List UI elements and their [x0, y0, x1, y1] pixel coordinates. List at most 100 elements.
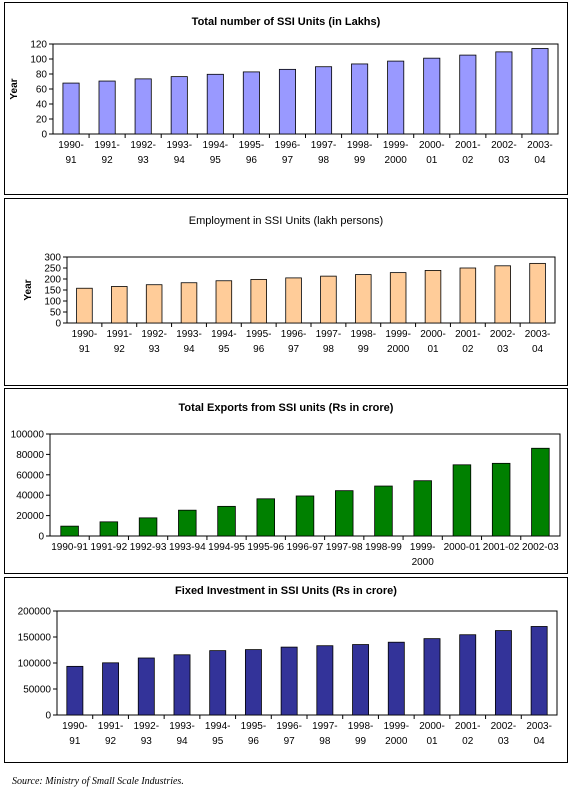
x-tick-label: 96 [248, 736, 260, 747]
x-tick-label: 1999- [383, 721, 409, 732]
x-tick-label: 2002-03 [522, 542, 559, 553]
bar [145, 284, 163, 324]
chart-title: Employment in SSI Units (lakh persons) [189, 215, 383, 227]
bar [355, 274, 372, 324]
x-tick-label: 94 [174, 155, 186, 166]
bar [424, 270, 442, 324]
x-tick-label: 1998- [347, 140, 373, 151]
bar [316, 645, 334, 716]
bar [111, 286, 128, 324]
y-tick-label: 100 [30, 55, 47, 66]
x-tick-label: 92 [102, 155, 114, 166]
y-tick-label: 150000 [18, 633, 52, 644]
x-tick-label: 02 [462, 736, 474, 747]
bar [285, 277, 302, 324]
x-tick-label: 1994-95 [208, 542, 245, 553]
bar [60, 525, 79, 537]
x-tick-label: 02 [462, 344, 474, 355]
x-tick-label: 2000- [420, 329, 446, 340]
x-tick-label: 2000 [387, 344, 410, 355]
x-tick-label: 98 [318, 155, 330, 166]
y-tick-label: 50000 [23, 685, 51, 696]
y-tick-label: 80 [36, 70, 48, 81]
x-tick-label: 1998- [350, 329, 376, 340]
x-tick-label: 2002- [490, 329, 516, 340]
x-tick-label: 2003- [525, 329, 551, 340]
bar [452, 464, 472, 537]
bar [178, 509, 197, 537]
bar [76, 287, 93, 324]
x-tick-label: 97 [284, 736, 296, 747]
x-tick-label: 99 [355, 736, 367, 747]
x-tick-label: 1994- [205, 721, 231, 732]
x-tick-label: 96 [246, 155, 258, 166]
x-tick-label: 96 [253, 344, 265, 355]
bar [352, 644, 370, 716]
x-tick-label: 1996- [276, 721, 302, 732]
x-tick-label: 03 [497, 344, 509, 355]
y-tick-label: 300 [44, 253, 61, 264]
y-tick-label: 100000 [18, 659, 52, 670]
x-tick-label: 2002- [491, 721, 517, 732]
x-tick-label: 1992- [133, 721, 159, 732]
bar [102, 662, 120, 716]
x-tick-label: 1999- [410, 542, 436, 553]
x-tick-label: 1990- [62, 721, 88, 732]
x-tick-label: 93 [141, 736, 153, 747]
chart-title: Total Exports from SSI units (Rs in cror… [179, 402, 394, 414]
x-tick-label: 1999- [383, 140, 409, 151]
bar [62, 82, 80, 135]
x-tick-label: 2000 [385, 155, 408, 166]
x-tick-label: 1994- [211, 329, 237, 340]
chart-title: Total number of SSI Units (in Lakhs) [192, 16, 381, 28]
bar [529, 262, 546, 324]
y-tick-label: 100000 [11, 430, 45, 441]
y-axis-label: Year [23, 279, 34, 300]
y-tick-label: 0 [38, 532, 44, 543]
bar [98, 80, 116, 135]
x-tick-label: 2001- [455, 721, 481, 732]
x-tick-label: 04 [532, 344, 544, 355]
x-tick-label: 2001- [455, 140, 481, 151]
x-tick-label: 1990-91 [51, 542, 88, 553]
x-tick-label: 1991- [106, 329, 132, 340]
y-tick-label: 0 [55, 319, 61, 330]
chart-title: Fixed Investment in SSI Units (Rs in cro… [175, 585, 397, 597]
chart-panel-employment: Employment in SSI Units (lakh persons) 0 5… [4, 198, 568, 386]
x-tick-label: 95 [212, 736, 224, 747]
x-tick-label: 1997-98 [326, 542, 363, 553]
bar [351, 63, 369, 135]
x-tick-label: 03 [498, 155, 510, 166]
x-tick-label: 2000- [419, 140, 445, 151]
y-tick-label: 0 [41, 130, 47, 141]
bar [250, 279, 267, 324]
x-tick-label: 1994- [203, 140, 229, 151]
x-tick-label: 1993- [166, 140, 192, 151]
x-tick-label: 1997- [311, 140, 337, 151]
y-tick-label: 0 [45, 711, 51, 722]
x-tick-label: 03 [498, 736, 510, 747]
bar [387, 641, 405, 716]
bar [389, 272, 407, 324]
x-tick-label: 2002- [491, 140, 517, 151]
x-tick-label: 2000- [419, 721, 445, 732]
bar [494, 630, 512, 716]
y-tick-label: 200 [44, 275, 61, 286]
bar [491, 462, 511, 537]
bar [531, 447, 550, 537]
bar [215, 280, 233, 324]
x-tick-label: 98 [319, 736, 331, 747]
x-tick-label: 91 [79, 344, 91, 355]
x-tick-label: 2003- [527, 140, 553, 151]
bar [137, 657, 155, 716]
x-tick-label: 99 [354, 155, 366, 166]
x-tick-label: 1992-93 [130, 542, 167, 553]
y-axis-label: Year [9, 78, 20, 99]
x-tick-label: 01 [426, 736, 438, 747]
y-tick-label: 100 [44, 297, 61, 308]
source-note: Source: Ministry of Small Scale Industri… [12, 776, 184, 787]
bar [459, 634, 477, 716]
x-tick-label: 1996- [275, 140, 301, 151]
y-tick-label: 80000 [16, 450, 44, 461]
y-tick-label: 60000 [16, 470, 44, 481]
